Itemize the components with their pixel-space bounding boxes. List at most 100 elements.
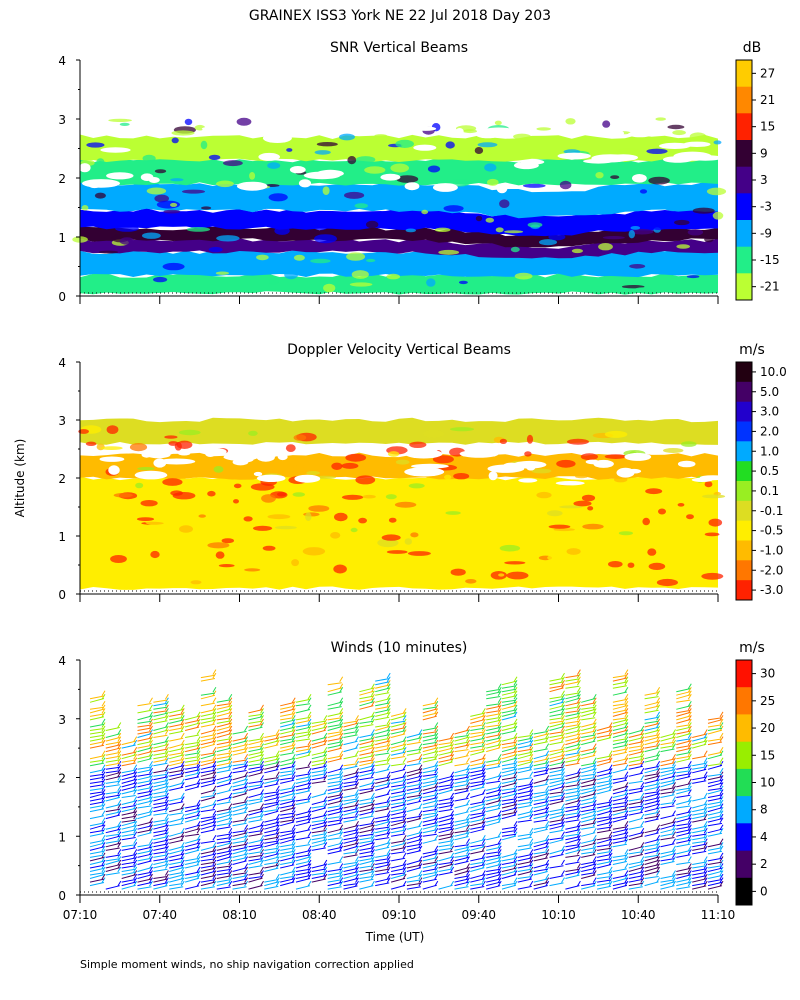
wind-barb xyxy=(390,740,406,746)
wind-barb-flag xyxy=(164,845,169,852)
wind-barb-flag xyxy=(164,789,169,795)
panel-title: Doppler Velocity Vertical Beams xyxy=(287,342,511,358)
wind-barb xyxy=(121,825,136,830)
wind-barb xyxy=(676,726,691,731)
wind-barb xyxy=(89,784,105,788)
wind-barb xyxy=(359,755,374,760)
wind-barb xyxy=(153,726,168,731)
wind-barb xyxy=(184,715,200,721)
wind-barb-flag xyxy=(434,803,439,809)
wind-barb xyxy=(105,885,120,890)
wind-barb-flag xyxy=(624,704,629,711)
wind-barb-flag xyxy=(481,845,486,852)
wind-barb-flag xyxy=(370,753,375,760)
wind-barb xyxy=(200,772,216,777)
wind-barb-flag xyxy=(656,768,661,774)
data-gap xyxy=(688,155,723,161)
wind-barb xyxy=(517,748,532,753)
wind-barb xyxy=(105,796,120,802)
wind-barb xyxy=(232,744,247,749)
wind-barb-flag xyxy=(180,746,185,753)
wind-barb-flag xyxy=(687,796,692,802)
wind-barb-flag xyxy=(672,732,676,739)
wind-barb-flag xyxy=(592,842,597,848)
wind-barb xyxy=(264,797,279,802)
wind-barb-flag xyxy=(291,835,296,841)
wind-barb-flag xyxy=(244,771,249,778)
wind-barb xyxy=(121,865,136,869)
wind-barb xyxy=(565,724,580,728)
wind-barb-flag xyxy=(101,810,106,816)
wind-barb-flag xyxy=(561,743,565,749)
wind-barb xyxy=(438,826,453,830)
wind-barb-flag xyxy=(418,743,423,749)
wind-barb xyxy=(89,728,105,731)
wind-barb-flag xyxy=(481,806,486,813)
wind-barb-flag xyxy=(180,877,185,883)
data-gap xyxy=(459,449,499,458)
data-gap xyxy=(108,465,120,475)
wind-barb-flag xyxy=(386,739,391,746)
wind-barb-flag xyxy=(228,856,233,862)
wind-barb-flag xyxy=(576,856,581,862)
wind-barb-flag xyxy=(307,806,312,813)
wind-barb-flag xyxy=(212,718,217,725)
wind-barb-flag xyxy=(656,863,661,869)
data-gap xyxy=(632,174,647,183)
wind-barb xyxy=(422,864,437,869)
wind-barb xyxy=(470,874,485,879)
wind-barb-flag xyxy=(370,739,375,746)
wind-barb-flag xyxy=(275,856,280,862)
wind-barb-flag xyxy=(481,877,486,883)
wind-barb xyxy=(200,723,216,728)
speckle xyxy=(566,548,581,555)
wind-barb-flag xyxy=(228,880,233,887)
wind-barb-flag xyxy=(497,736,502,742)
wind-barb xyxy=(89,878,105,883)
wind-barb-flag xyxy=(212,732,217,739)
wind-barb xyxy=(137,846,152,851)
wind-barb xyxy=(707,789,723,795)
wind-barb-flag xyxy=(497,789,502,795)
wind-barb xyxy=(327,882,342,887)
wind-barb xyxy=(565,737,580,742)
wind-barb-flag xyxy=(212,820,217,827)
wind-barb xyxy=(470,750,485,756)
speckle xyxy=(236,117,252,126)
wind-barb xyxy=(184,817,200,823)
wind-barb-flag xyxy=(481,711,486,718)
wind-barb-flag xyxy=(434,778,439,785)
wind-barb xyxy=(501,737,517,742)
wind-barb xyxy=(707,818,723,823)
wind-barb-flag xyxy=(244,736,249,742)
wind-barb xyxy=(676,881,691,887)
wind-barb xyxy=(375,702,390,707)
wind-barb xyxy=(153,729,168,735)
wind-barb-flag xyxy=(101,690,106,697)
wind-barb-flag xyxy=(624,746,629,753)
wind-barb xyxy=(390,733,406,738)
wind-barb xyxy=(216,708,231,714)
x-tick-label: 07:40 xyxy=(142,908,177,922)
speckle xyxy=(427,165,441,173)
wind-barb-flag xyxy=(545,799,550,806)
wind-barb-flag xyxy=(370,690,375,697)
wind-barb xyxy=(264,734,279,738)
data-gap xyxy=(380,173,401,181)
wind-barb-flag xyxy=(719,828,724,834)
wind-barb xyxy=(644,766,659,770)
wind-barb xyxy=(676,811,691,816)
wind-barb xyxy=(153,734,168,738)
wind-barb-flag xyxy=(656,810,661,816)
wind-barb xyxy=(612,685,627,689)
wind-barb xyxy=(280,730,295,735)
speckle xyxy=(341,462,359,469)
wind-barb xyxy=(549,701,564,707)
wind-barb xyxy=(153,878,168,883)
wind-barb xyxy=(232,765,247,770)
speckle xyxy=(630,228,654,235)
wind-barb-flag xyxy=(133,771,138,778)
wind-barb xyxy=(137,773,152,777)
wind-barb-flag xyxy=(355,803,359,809)
wind-barb xyxy=(248,872,263,876)
